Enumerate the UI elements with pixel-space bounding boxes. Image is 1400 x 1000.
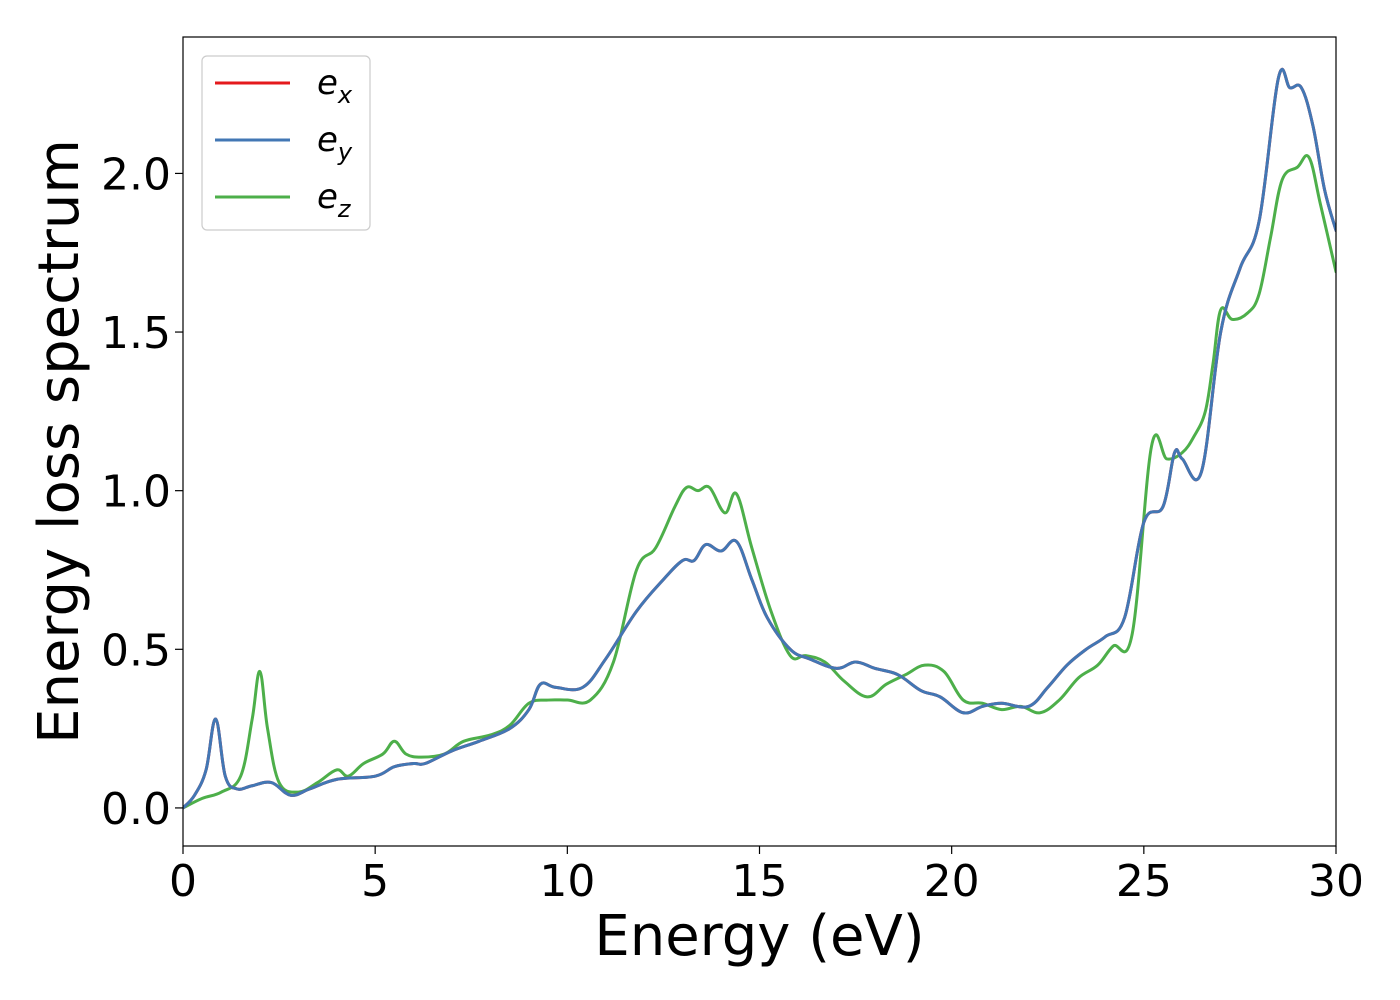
y-tick-label: 1.0 xyxy=(101,467,171,518)
plot-area xyxy=(183,67,1336,810)
legend-box xyxy=(201,55,371,231)
legend-label-base: e xyxy=(317,177,338,217)
legend-label-subscript: z xyxy=(337,195,352,223)
legend-label-base: e xyxy=(317,63,338,103)
x-tick-label: 15 xyxy=(732,856,788,907)
x-tick-label: 30 xyxy=(1308,856,1364,907)
y-tick-label: 0.0 xyxy=(101,784,171,835)
y-tick-label: 0.5 xyxy=(101,625,171,676)
series-line-z xyxy=(183,154,1336,810)
series-line-y xyxy=(183,67,1336,810)
legend-label-y: ey xyxy=(317,120,353,166)
legend-label-z: ez xyxy=(317,177,352,223)
legend-label-subscript: y xyxy=(337,138,353,166)
legend-label-x: ex xyxy=(317,63,353,109)
x-axis-label: Energy (eV) xyxy=(594,904,924,969)
x-tick-label: 0 xyxy=(169,856,197,907)
y-tick-label: 1.5 xyxy=(101,308,171,359)
y-axis-label: Energy loss spectrum xyxy=(27,139,92,744)
y-tick-label: 2.0 xyxy=(101,149,171,200)
x-tick-label: 25 xyxy=(1116,856,1172,907)
legend-label-subscript: x xyxy=(337,81,353,109)
x-tick-label: 5 xyxy=(361,856,389,907)
legend-label-base: e xyxy=(317,120,338,160)
y-axis-ticks: 0.0 0.5 1.0 1.5 2.0 xyxy=(101,149,183,835)
axes-frame xyxy=(182,36,1337,847)
x-tick-label: 20 xyxy=(924,856,980,907)
x-tick-label: 10 xyxy=(539,856,595,907)
x-axis-ticks: 0 5 10 15 20 25 30 xyxy=(169,846,1364,907)
